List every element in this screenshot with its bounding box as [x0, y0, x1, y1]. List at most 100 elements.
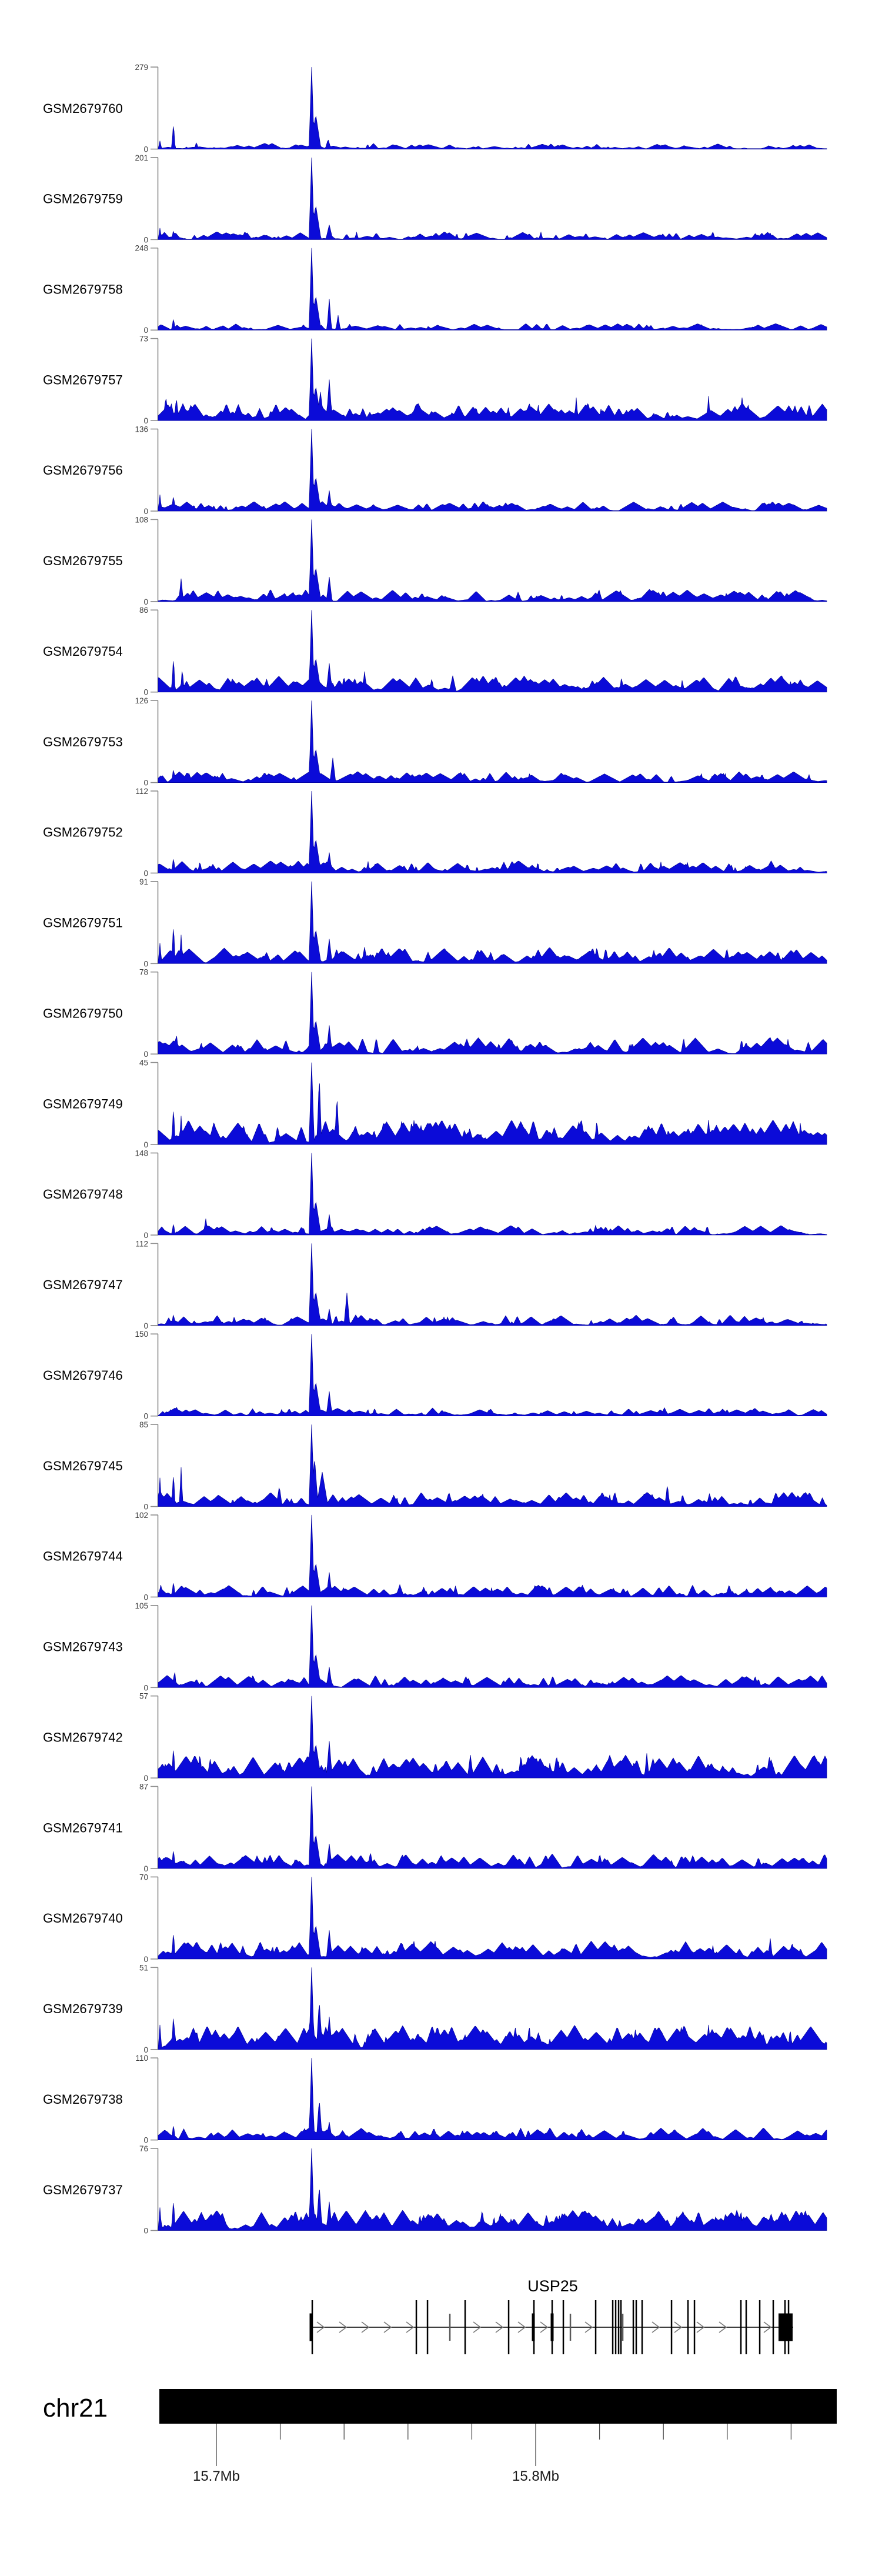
- axis-tick-label: 15.7Mb: [193, 2468, 240, 2484]
- ymax-label: 112: [135, 1239, 148, 1248]
- zero-label: 0: [143, 1774, 148, 1783]
- exon: [507, 2300, 510, 2354]
- coverage-track-row: GSM2679748 148 0: [43, 1149, 827, 1240]
- signal-area: [158, 1243, 827, 1326]
- ymax-label: 102: [135, 1511, 148, 1520]
- ideogram-track: chr21 15.7Mb 15.8Mb: [43, 2389, 837, 2484]
- exon: [617, 2300, 620, 2354]
- zero-label: 0: [143, 2046, 148, 2054]
- gene-label: USP25: [527, 2277, 578, 2295]
- exon: [612, 2300, 614, 2354]
- strand-arrow-icon: [495, 2321, 504, 2333]
- sample-label: GSM2679737: [43, 2183, 123, 2197]
- ymax-label: 76: [139, 2144, 148, 2153]
- strand-arrow-icon: [339, 2321, 348, 2333]
- exon-utr: [622, 2314, 624, 2341]
- coverage-track-row: GSM2679747 112 0: [43, 1239, 827, 1330]
- ymax-label: 85: [139, 1420, 148, 1429]
- zero-label: 0: [143, 2227, 148, 2235]
- ymax-label: 57: [139, 1692, 148, 1701]
- sample-label: GSM2679751: [43, 916, 123, 930]
- strand-arrow-icon: [473, 2321, 482, 2333]
- exon: [533, 2300, 535, 2354]
- exon: [759, 2300, 761, 2354]
- coverage-track-row: GSM2679746 150 0: [43, 1330, 827, 1421]
- signal-area: [158, 1062, 827, 1145]
- ymax-label: 105: [135, 1601, 148, 1610]
- sample-label: GSM2679754: [43, 644, 123, 659]
- exon: [772, 2300, 774, 2354]
- gene-track: USP25: [309, 2277, 793, 2354]
- sample-label: GSM2679757: [43, 372, 123, 387]
- coverage-track-row: GSM2679742 57 0: [43, 1692, 827, 1783]
- signal-area: [158, 1424, 827, 1507]
- coverage-track-row: GSM2679757 73 0: [43, 335, 827, 425]
- coverage-track-row: GSM2679739 51 0: [43, 1963, 827, 2054]
- sample-label: GSM2679746: [43, 1368, 123, 1383]
- coverage-track-row: GSM2679745 85 0: [43, 1420, 827, 1511]
- signal-area: [158, 881, 827, 964]
- ymax-label: 201: [135, 154, 148, 162]
- exon: [687, 2300, 689, 2354]
- zero-label: 0: [143, 2136, 148, 2145]
- zero-label: 0: [143, 959, 148, 968]
- strand-arrow-icon: [652, 2321, 660, 2333]
- exon-utr: [569, 2314, 572, 2341]
- strand-arrow-icon: [719, 2321, 727, 2333]
- signal-area: [158, 1514, 827, 1597]
- strand-arrow-icon: [361, 2321, 370, 2333]
- gene-exons: [309, 2300, 793, 2354]
- strand-arrow-icon: [517, 2321, 526, 2333]
- coverage-track-row: GSM2679760 279 0: [43, 63, 827, 154]
- zero-label: 0: [143, 1140, 148, 1149]
- ymax-label: 87: [139, 1783, 148, 1791]
- ymax-label: 136: [135, 425, 148, 433]
- coverage-track-row: GSM2679759 201 0: [43, 154, 827, 244]
- ymax-label: 148: [135, 1149, 148, 1157]
- signal-area: [158, 248, 827, 331]
- coverage-track-row: GSM2679743 105 0: [43, 1601, 827, 1692]
- exon: [309, 2313, 313, 2341]
- strand-arrow-icon: [763, 2321, 772, 2333]
- exon: [594, 2300, 597, 2354]
- ymax-label: 51: [139, 1963, 148, 1972]
- coverage-track-row: GSM2679750 78 0: [43, 968, 827, 1059]
- signal-area: [158, 157, 827, 240]
- sample-label: GSM2679756: [43, 463, 123, 478]
- zero-label: 0: [143, 1593, 148, 1601]
- zero-label: 0: [143, 869, 148, 877]
- ymax-label: 78: [139, 968, 148, 977]
- coverage-track-row: GSM2679740 70 0: [43, 1873, 827, 1964]
- exon: [745, 2300, 747, 2354]
- exon: [426, 2300, 429, 2354]
- signal-area: [158, 972, 827, 1055]
- signal-area: [158, 66, 827, 149]
- ymax-label: 70: [139, 1873, 148, 1881]
- zero-label: 0: [143, 1050, 148, 1059]
- exon: [620, 2300, 622, 2354]
- signal-area: [158, 338, 827, 421]
- zero-label: 0: [143, 1864, 148, 1873]
- exon: [551, 2300, 553, 2354]
- signal-area: [158, 429, 827, 512]
- signal-area: [158, 1877, 827, 1960]
- signal-area: [158, 700, 827, 783]
- zero-label: 0: [143, 235, 148, 244]
- sample-label: GSM2679753: [43, 735, 123, 749]
- coverage-track-row: GSM2679755 108 0: [43, 515, 827, 606]
- strand-arrow-icon: [674, 2321, 683, 2333]
- sample-label: GSM2679752: [43, 825, 123, 840]
- coverage-track-row: GSM2679737 76 0: [43, 2144, 827, 2235]
- sample-label: GSM2679760: [43, 101, 123, 116]
- coverage-track-row: GSM2679753 126 0: [43, 696, 827, 788]
- ymax-label: 73: [139, 335, 148, 343]
- sample-label: GSM2679759: [43, 192, 123, 206]
- exon: [635, 2300, 637, 2354]
- sample-label: GSM2679750: [43, 1006, 123, 1020]
- signal-area: [158, 2148, 827, 2231]
- sample-label: GSM2679741: [43, 1820, 123, 1835]
- signal-area: [158, 1786, 827, 1869]
- exon: [614, 2300, 617, 2354]
- sample-label: GSM2679743: [43, 1640, 123, 1654]
